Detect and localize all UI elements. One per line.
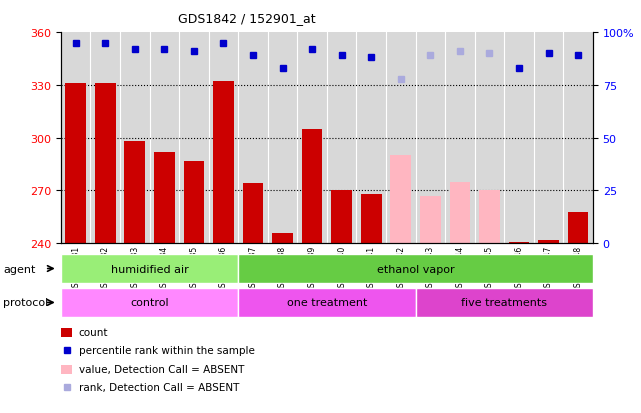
Bar bbox=[154, 152, 175, 244]
Bar bbox=[183, 161, 204, 244]
Bar bbox=[61, 255, 238, 283]
Bar bbox=[420, 196, 441, 244]
Text: rank, Detection Call = ABSENT: rank, Detection Call = ABSENT bbox=[79, 382, 239, 392]
Bar bbox=[538, 240, 559, 244]
Text: GDS1842 / 152901_at: GDS1842 / 152901_at bbox=[178, 12, 316, 25]
Bar bbox=[272, 233, 293, 244]
Text: value, Detection Call = ABSENT: value, Detection Call = ABSENT bbox=[79, 364, 244, 374]
Bar bbox=[568, 212, 588, 244]
Text: five treatments: five treatments bbox=[462, 298, 547, 308]
Text: protocol: protocol bbox=[3, 298, 49, 308]
Bar bbox=[302, 130, 322, 244]
Bar bbox=[61, 289, 238, 317]
Bar bbox=[213, 82, 234, 244]
Bar bbox=[331, 191, 352, 244]
Text: percentile rank within the sample: percentile rank within the sample bbox=[79, 346, 254, 356]
Text: agent: agent bbox=[3, 264, 36, 274]
Bar bbox=[449, 182, 470, 244]
Bar bbox=[124, 142, 145, 244]
Bar bbox=[65, 84, 86, 244]
Bar bbox=[238, 255, 593, 283]
Bar bbox=[61, 365, 72, 374]
Bar bbox=[95, 84, 115, 244]
Bar bbox=[238, 289, 415, 317]
Bar bbox=[390, 156, 411, 244]
Bar bbox=[479, 191, 500, 244]
Text: ethanol vapor: ethanol vapor bbox=[377, 264, 454, 274]
Bar bbox=[243, 184, 263, 244]
Text: humidified air: humidified air bbox=[111, 264, 188, 274]
Text: control: control bbox=[130, 298, 169, 308]
Bar bbox=[61, 328, 72, 337]
Bar bbox=[361, 195, 381, 244]
Text: count: count bbox=[79, 328, 108, 337]
Text: one treatment: one treatment bbox=[287, 298, 367, 308]
Bar bbox=[415, 289, 593, 317]
Bar bbox=[509, 242, 529, 244]
